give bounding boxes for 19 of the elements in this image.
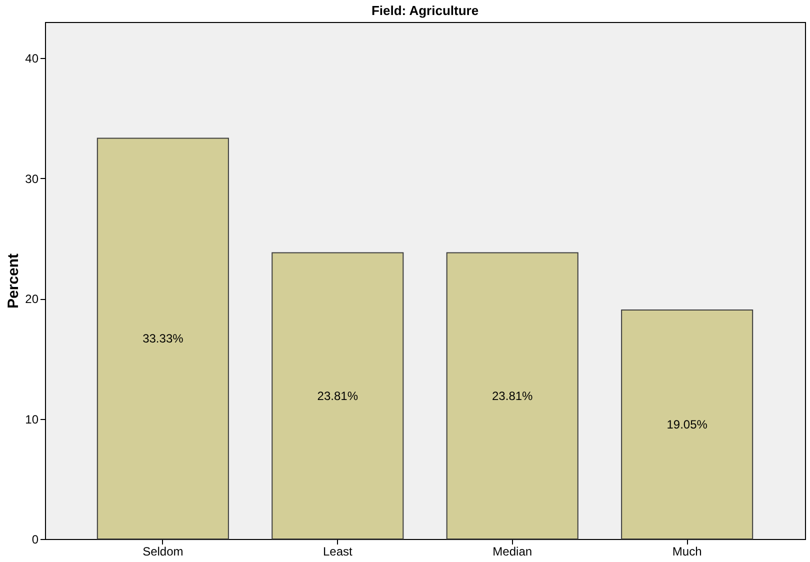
y-tick-label: 30 xyxy=(25,172,39,186)
bar xyxy=(272,252,404,540)
x-tick-label: Much xyxy=(672,544,702,558)
x-tick-label: Least xyxy=(322,544,353,558)
data-label: 23.81% xyxy=(317,388,358,403)
y-tick-label: 0 xyxy=(32,532,39,546)
bar xyxy=(446,252,578,540)
bar xyxy=(621,309,754,540)
y-axis-title: Percent xyxy=(5,253,22,309)
y-tick-label: 20 xyxy=(25,292,39,306)
x-tick-label: Median xyxy=(492,544,532,558)
x-tick-label: Seldom xyxy=(142,544,184,558)
data-label: 19.05% xyxy=(666,417,708,432)
y-tick-label: 40 xyxy=(25,52,39,66)
data-label: 33.33% xyxy=(142,332,184,346)
y-tick-label: 10 xyxy=(25,412,39,426)
data-label: 23.81% xyxy=(492,388,534,403)
chart-title: Field: Agriculture xyxy=(371,3,479,18)
bar xyxy=(96,138,229,540)
